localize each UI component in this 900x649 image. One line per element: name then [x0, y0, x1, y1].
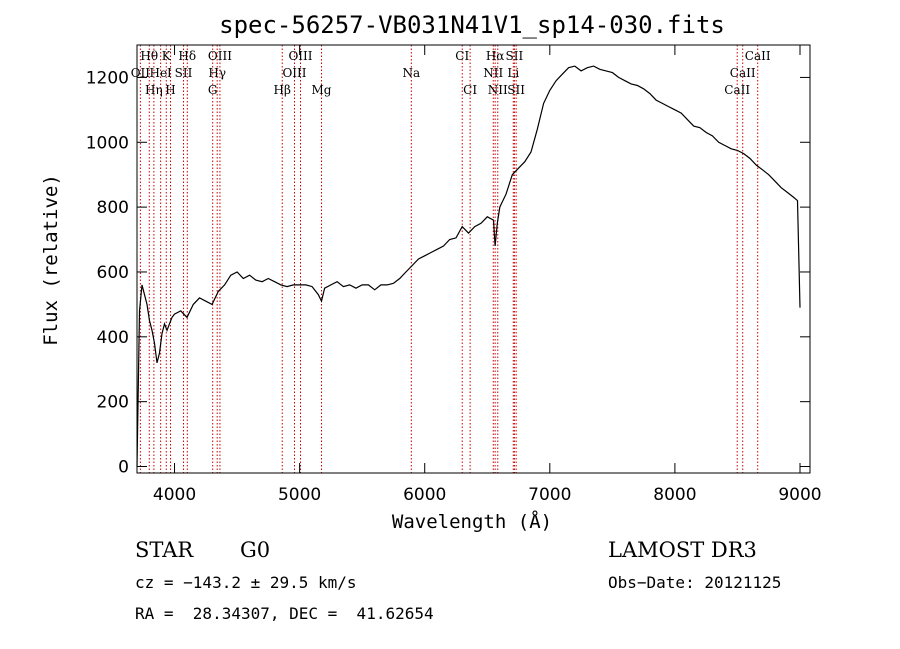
y-axis: 0 200 400 600 800 1000 1200: [86, 68, 810, 478]
y-axis-label: Flux (relative): [40, 174, 62, 346]
survey-name: LAMOST DR3: [608, 538, 757, 562]
x-tick-label: 9000: [778, 485, 821, 505]
spectral-line-label: Mg: [312, 83, 332, 97]
x-axis-label: Wavelength (Å): [392, 510, 552, 533]
y-tick-label: 1000: [86, 133, 129, 153]
x-tick-label: 7000: [528, 485, 571, 505]
spectral-line-label: G: [208, 83, 218, 97]
plot-frame: [136, 44, 811, 474]
spectral-line-label: CI: [455, 49, 469, 63]
object-subclass: G0: [240, 538, 271, 562]
spectrum-series-line: [136, 65, 801, 467]
x-axis: 4000 5000 6000 7000 8000 9000: [153, 45, 822, 505]
spectral-line-label: CI: [463, 83, 477, 97]
spectral-line-markers: [139, 45, 759, 473]
spectral-line-label: OIII: [288, 49, 312, 63]
spectral-line-label: SII: [506, 49, 524, 63]
spectral-line-label: OIII: [282, 66, 306, 80]
y-tick-label: 0: [118, 458, 129, 478]
spectral-line-label: Hβ: [274, 83, 291, 97]
spectral-line-label: Hδ: [178, 49, 196, 63]
spectral-line-label: Li: [507, 66, 519, 80]
spectral-line-label: H: [165, 83, 175, 97]
x-tick-label: 5000: [278, 485, 321, 505]
spectral-line-label: OIII: [208, 49, 232, 63]
y-tick-label: 200: [97, 393, 129, 413]
spectral-line-label: Hγ: [208, 66, 226, 80]
spectral-line-label: NII: [483, 66, 503, 80]
spectral-line-label: NII: [488, 83, 508, 97]
x-tick-label: 6000: [403, 485, 446, 505]
coordinates: RA = 28.34307, DEC = 41.62654: [135, 604, 434, 623]
spectral-line-label: Hη: [145, 83, 163, 97]
spectral-line-label: HeI: [149, 66, 172, 80]
spectral-line-label: Hθ: [140, 49, 158, 63]
spectral-line-label: SII: [507, 83, 525, 97]
spectral-line-label: Na: [403, 66, 421, 80]
spectral-line-label: Hα: [486, 49, 505, 63]
spectral-line-label: CaII: [724, 83, 750, 97]
y-tick-label: 1200: [86, 68, 129, 88]
chart-title: spec-56257-VB031N41V1_sp14-030.fits: [219, 11, 725, 39]
spectral-line-label: OII: [131, 66, 151, 80]
x-tick-label: 4000: [153, 485, 196, 505]
velocity-readout: cz = −143.2 ± 29.5 km/s: [135, 573, 357, 592]
obs-date: Obs−Date: 20121125: [608, 573, 782, 592]
y-tick-label: 600: [97, 263, 129, 283]
object-class: STAR: [135, 538, 194, 562]
x-tick-label: 8000: [653, 485, 696, 505]
spectral-line-label: SII: [175, 66, 193, 80]
spectral-line-label: CaII: [745, 49, 771, 63]
y-tick-label: 800: [97, 198, 129, 218]
y-tick-label: 400: [97, 328, 129, 348]
spectral-line-label: K: [162, 49, 172, 63]
spectral-line-label: CaII: [730, 66, 756, 80]
